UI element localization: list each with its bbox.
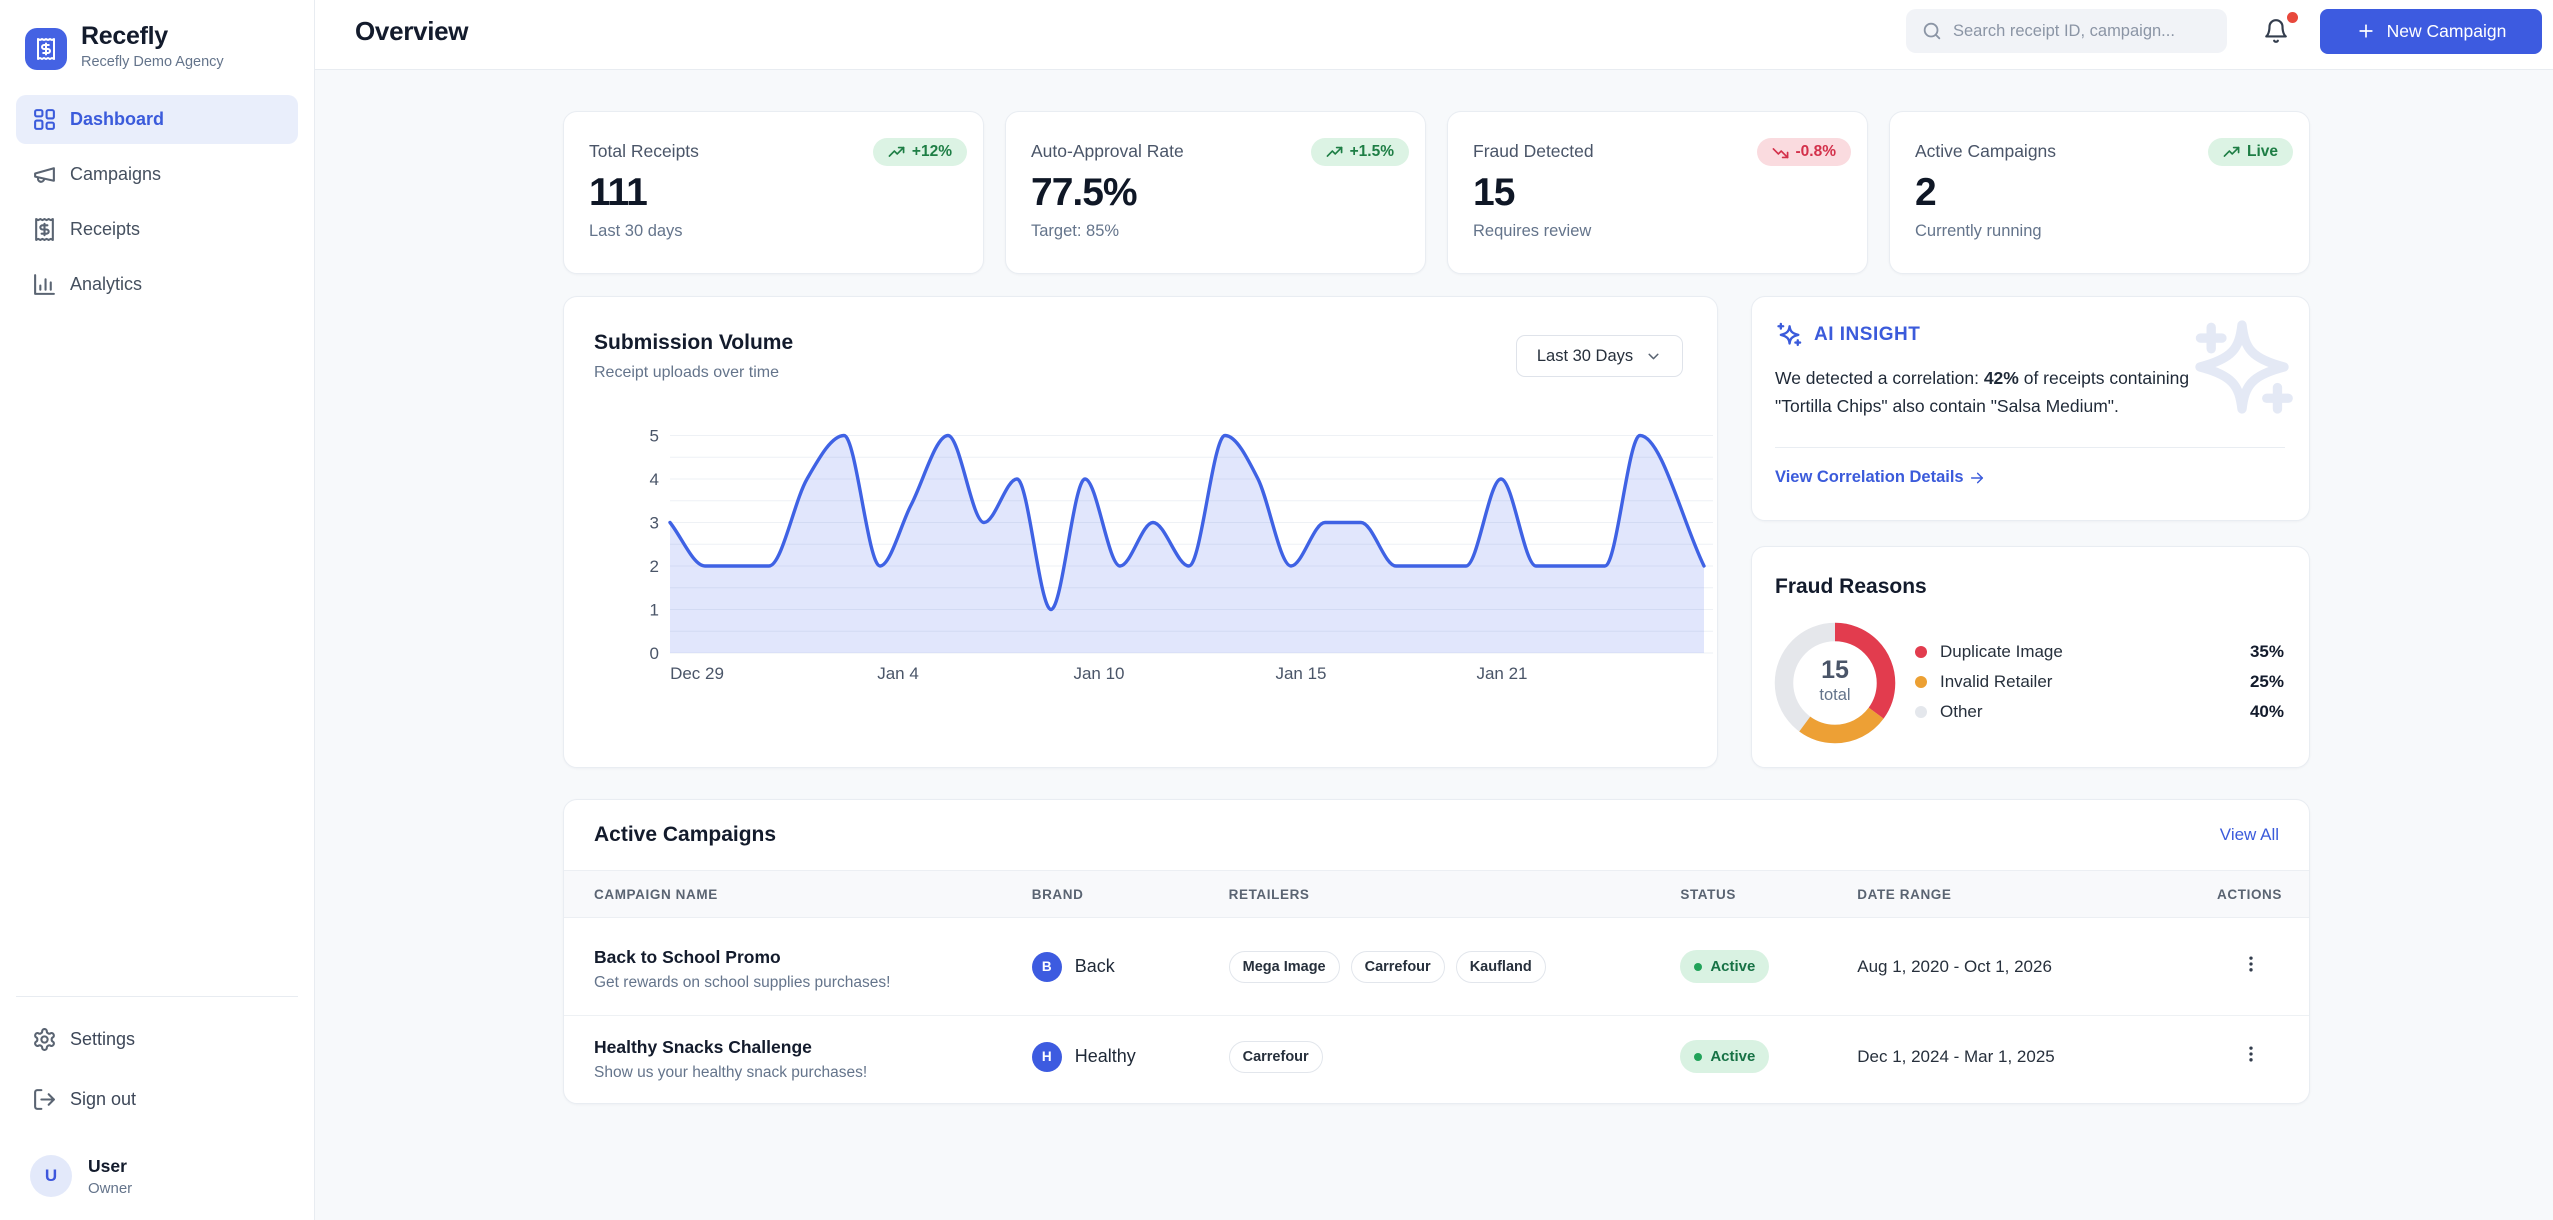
svg-text:Jan 21: Jan 21 (1476, 664, 1527, 683)
svg-text:0: 0 (650, 644, 659, 663)
svg-text:1: 1 (650, 601, 659, 620)
svg-text:15: 15 (1821, 656, 1849, 684)
svg-text:Dec 29: Dec 29 (670, 664, 724, 683)
svg-text:4: 4 (650, 470, 659, 489)
svg-text:Jan 15: Jan 15 (1275, 664, 1326, 683)
svg-text:5: 5 (650, 427, 659, 446)
svg-text:3: 3 (650, 514, 659, 533)
svg-text:total: total (1819, 686, 1850, 704)
svg-text:Jan 10: Jan 10 (1073, 664, 1124, 683)
svg-text:Jan 4: Jan 4 (877, 664, 919, 683)
svg-text:2: 2 (650, 557, 659, 576)
